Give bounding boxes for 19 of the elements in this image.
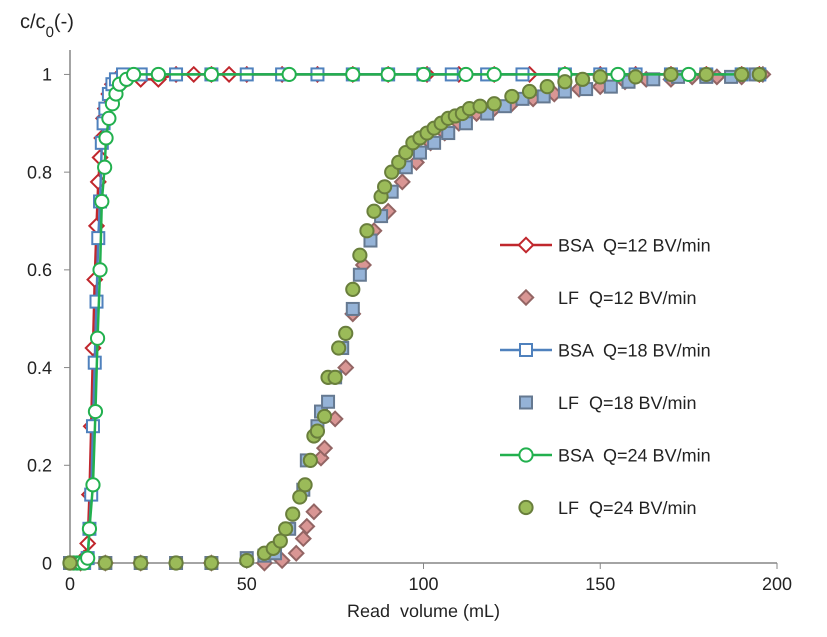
y-tick-label: 0.4 — [26, 358, 52, 378]
y-axis-title: c/c$_{0}$(-) — [20, 11, 74, 40]
legend-label: LF Q=12 BV/min — [558, 288, 697, 308]
legend-label: BSA Q=24 BV/min — [558, 445, 711, 466]
x-tick-label: 0 — [64, 574, 76, 594]
legend-label: LF Q=18 BV/min — [558, 392, 697, 413]
y-tick-label: 0.8 — [26, 162, 52, 182]
x-axis-title: Read volume (mL) — [346, 601, 500, 621]
y-tick-label: 0.2 — [26, 456, 52, 476]
legend-label: BSA Q=18 BV/min — [558, 340, 711, 360]
x-tick-label: 150 — [585, 574, 616, 594]
legend-label: BSA Q=12 BV/min — [558, 235, 711, 256]
x-tick-label: 50 — [236, 574, 257, 594]
x-tick-label: 200 — [762, 574, 792, 594]
y-tick-label: 1 — [42, 64, 52, 85]
y-tick-label: 0 — [42, 553, 52, 574]
y-tick-label: 0.6 — [26, 260, 52, 280]
x-tick-label: 100 — [408, 574, 439, 594]
legend-label: LF Q=24 BV/min — [558, 498, 697, 518]
